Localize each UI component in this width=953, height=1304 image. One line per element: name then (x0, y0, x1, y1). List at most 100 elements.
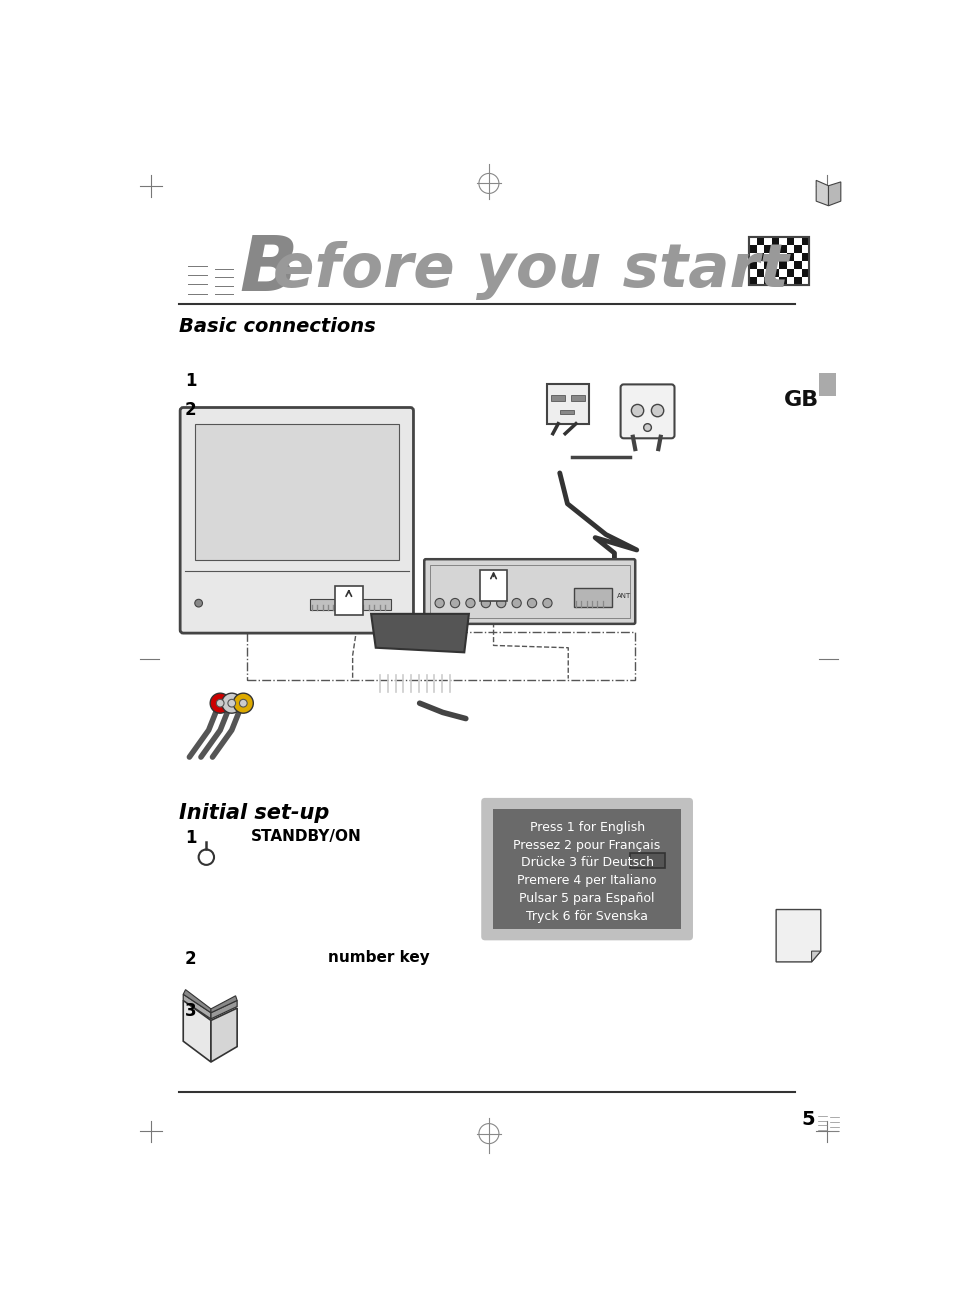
FancyBboxPatch shape (620, 385, 674, 438)
Circle shape (497, 599, 505, 608)
Circle shape (527, 599, 537, 608)
Text: Basic connections: Basic connections (179, 317, 375, 335)
Bar (771, 237, 779, 245)
Circle shape (216, 699, 224, 707)
Bar (335, 585, 362, 615)
Polygon shape (543, 844, 576, 887)
Text: ANT: ANT (616, 593, 630, 599)
Circle shape (239, 699, 247, 707)
Bar (801, 269, 808, 278)
Bar (801, 245, 808, 253)
Bar (763, 261, 771, 269)
Bar (771, 278, 779, 286)
Polygon shape (211, 996, 237, 1013)
Polygon shape (183, 990, 211, 1013)
Bar (351, 600, 391, 610)
FancyBboxPatch shape (180, 407, 413, 634)
Bar (794, 245, 801, 253)
Text: Pressez 2 pour Français: Pressez 2 pour Français (513, 838, 660, 852)
FancyBboxPatch shape (480, 798, 692, 940)
Bar (763, 278, 771, 286)
Polygon shape (211, 1008, 237, 1061)
Bar (571, 395, 584, 400)
Circle shape (512, 599, 520, 608)
Bar (763, 253, 771, 261)
Bar (756, 269, 763, 278)
Circle shape (643, 424, 651, 432)
Polygon shape (776, 910, 820, 962)
Bar (801, 237, 808, 245)
Bar (429, 565, 629, 618)
Bar (748, 278, 756, 286)
Bar (756, 245, 763, 253)
Bar (794, 253, 801, 261)
Text: Initial set-up: Initial set-up (179, 803, 330, 823)
Bar (756, 278, 763, 286)
Bar (794, 261, 801, 269)
Bar (794, 278, 801, 286)
Bar (559, 409, 573, 415)
Text: Premere 4 per Italiano: Premere 4 per Italiano (517, 874, 657, 887)
Circle shape (435, 599, 444, 608)
Polygon shape (183, 1000, 211, 1061)
Circle shape (651, 404, 663, 417)
Bar (779, 278, 786, 286)
Text: Press 1 for English: Press 1 for English (529, 822, 644, 835)
Circle shape (194, 600, 202, 606)
Bar (779, 261, 786, 269)
FancyBboxPatch shape (424, 559, 635, 623)
Bar (748, 237, 808, 286)
Text: 2: 2 (185, 402, 196, 420)
Text: Tryck 6 för Svenska: Tryck 6 för Svenska (525, 910, 647, 922)
Bar (247, 632, 635, 681)
Bar (748, 245, 756, 253)
Text: 3: 3 (185, 1001, 196, 1020)
Text: Drücke 3 für Deutsch: Drücke 3 für Deutsch (520, 857, 653, 870)
Bar (801, 278, 808, 286)
Polygon shape (183, 994, 211, 1018)
Text: efore you start: efore you start (274, 241, 788, 300)
Polygon shape (816, 180, 827, 206)
Bar (786, 261, 794, 269)
Text: STANDBY/ON: STANDBY/ON (251, 829, 361, 845)
Bar (748, 261, 756, 269)
Bar (763, 245, 771, 253)
Circle shape (465, 599, 475, 608)
Bar (748, 253, 756, 261)
Bar (786, 237, 794, 245)
Bar (756, 261, 763, 269)
Bar (779, 237, 786, 245)
Bar (763, 269, 771, 278)
Circle shape (221, 694, 241, 713)
Bar (756, 237, 763, 245)
Bar (551, 395, 564, 400)
Bar (493, 810, 680, 928)
Bar (310, 600, 347, 610)
Circle shape (210, 694, 230, 713)
Bar (819, 373, 836, 396)
Bar (801, 261, 808, 269)
Bar (771, 269, 779, 278)
Bar (786, 269, 794, 278)
Polygon shape (629, 853, 664, 868)
Bar (771, 245, 779, 253)
Text: number key: number key (328, 949, 429, 965)
Bar (786, 278, 794, 286)
Bar (546, 383, 588, 424)
Bar (786, 245, 794, 253)
Text: GB: GB (783, 390, 819, 409)
Polygon shape (211, 1000, 237, 1018)
Circle shape (480, 599, 490, 608)
Bar (771, 261, 779, 269)
Circle shape (631, 404, 643, 417)
Bar (794, 269, 801, 278)
Bar (479, 570, 507, 601)
Bar (801, 253, 808, 261)
Bar (573, 588, 612, 606)
Text: B: B (239, 233, 297, 308)
Bar (779, 245, 786, 253)
Bar (786, 253, 794, 261)
Bar (748, 269, 756, 278)
Text: Pulsar 5 para Español: Pulsar 5 para Español (518, 892, 654, 905)
Bar (756, 253, 763, 261)
